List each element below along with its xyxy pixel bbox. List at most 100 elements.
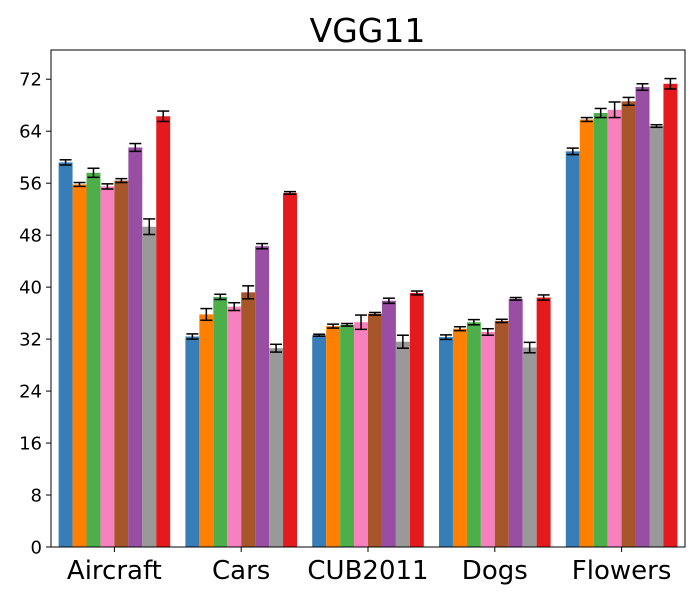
bar-series-2-flowers (579, 119, 594, 548)
bar-series-8-cars (283, 192, 297, 547)
chart-title: VGG11 (310, 11, 426, 50)
bar-series-8-aircraft (156, 116, 171, 548)
y-tick-label: 16 (19, 434, 42, 455)
bar-series-6-flowers (635, 87, 650, 547)
bar-series-4-aircraft (100, 186, 115, 547)
error-bar-series-2-dogs (453, 326, 466, 332)
error-bar-series-8-dogs (537, 294, 550, 301)
error-bars-group (59, 77, 677, 354)
bar-series-4-cars (227, 306, 242, 547)
y-tick-label: 8 (31, 486, 42, 507)
bar-series-5-flowers (621, 101, 636, 547)
bar-series-6-dogs (508, 298, 523, 547)
error-bar-series-8-aircraft (157, 110, 170, 123)
y-axis: 0 8 16 24 32 40 48 56 64 72 (19, 70, 51, 559)
error-bar-series-1-dogs (439, 334, 452, 341)
error-bar-series-6-dogs (509, 296, 522, 301)
error-bar-series-7-aircraft (143, 218, 156, 236)
error-bar-series-4-aircraft (101, 183, 114, 190)
bar-series-3-flowers (593, 113, 608, 547)
error-bar-series-7-dogs (523, 341, 536, 354)
error-bar-series-1-flowers (566, 147, 579, 156)
error-bar-series-3-aircraft (87, 167, 100, 179)
error-bar-series-2-aircraft (73, 181, 86, 188)
bar-series-2-aircraft (72, 184, 87, 547)
error-bar-series-2-cars (200, 307, 213, 322)
bar-series-4-dogs (480, 331, 495, 547)
y-tick-label: 64 (19, 122, 42, 143)
bar-series-6-cub2011 (381, 300, 396, 547)
y-tick-label: 56 (19, 174, 42, 195)
error-bar-series-3-cub2011 (341, 322, 354, 327)
bar-series-8-dogs (536, 297, 551, 547)
error-bar-series-7-flowers (650, 123, 663, 129)
bar-series-4-flowers (607, 109, 622, 548)
error-bar-series-7-cub2011 (396, 334, 409, 349)
error-bar-series-2-cub2011 (327, 323, 340, 329)
error-bar-series-6-cars (256, 242, 269, 250)
bar-series-7-dogs (522, 347, 537, 547)
bar-series-5-aircraft (114, 180, 129, 547)
bar-series-8-cub2011 (409, 292, 424, 547)
bar-series-8-flowers (663, 83, 678, 547)
error-bar-series-4-flowers (608, 101, 621, 119)
bar-series-3-cub2011 (340, 324, 355, 547)
bar-series-6-cars (255, 246, 270, 548)
error-bar-series-1-cub2011 (313, 333, 326, 337)
error-bar-series-4-cub2011 (355, 314, 368, 331)
bar-series-2-dogs (452, 328, 467, 547)
bar-series-5-dogs (494, 320, 509, 547)
error-bar-series-4-cars (228, 301, 241, 312)
bar-series-2-cub2011 (326, 326, 341, 547)
y-tick-label: 48 (19, 226, 42, 247)
x-tick-label-aircraft: Aircraft (67, 556, 162, 586)
bar-series-3-aircraft (86, 172, 101, 547)
error-bar-series-6-cub2011 (382, 297, 395, 305)
bar-series-1-aircraft (58, 162, 73, 547)
bar-series-7-cars (269, 348, 284, 547)
error-bar-series-5-cars (242, 285, 255, 300)
error-bar-series-5-aircraft (115, 177, 128, 184)
error-bar-series-8-cub2011 (410, 290, 423, 296)
error-bar-series-1-cars (186, 333, 199, 340)
bar-series-7-aircraft (142, 226, 157, 547)
error-bar-series-6-aircraft (129, 142, 142, 153)
y-tick-label: 72 (19, 70, 42, 91)
bar-series-7-flowers (649, 126, 664, 547)
error-bar-series-7-cars (270, 343, 283, 353)
x-tick-label-flowers: Flowers (572, 556, 672, 586)
bar-series-3-cars (213, 296, 228, 547)
bar-series-5-cars (241, 292, 256, 547)
bar-series-1-cars (185, 336, 200, 547)
bar-series-3-dogs (466, 322, 481, 547)
bar-series-7-cub2011 (395, 341, 410, 547)
y-tick-label: 32 (19, 330, 42, 351)
error-bar-series-4-dogs (481, 327, 494, 336)
bar-series-6-aircraft (128, 147, 143, 547)
y-tick-label: 40 (19, 278, 42, 299)
error-bar-series-5-flowers (622, 96, 635, 106)
x-tick-label-cars: Cars (212, 556, 270, 586)
error-bar-series-8-cars (284, 190, 297, 195)
y-tick-label: 0 (31, 538, 42, 559)
bar-series-1-cub2011 (312, 335, 327, 547)
error-bar-series-2-flowers (580, 116, 593, 123)
error-bar-series-6-flowers (636, 83, 649, 92)
error-bar-series-8-flowers (664, 77, 677, 90)
bar-series-4-cub2011 (354, 322, 368, 547)
error-bar-series-3-cars (214, 293, 227, 301)
bars-group (58, 83, 678, 548)
error-bar-series-5-dogs (495, 318, 508, 324)
x-tick-label-dogs: Dogs (462, 556, 528, 586)
x-axis: Aircraft Cars CUB2011 Dogs Flowers (67, 547, 671, 586)
error-bar-series-1-aircraft (59, 159, 72, 166)
bar-series-2-cars (199, 314, 214, 547)
error-bar-series-3-dogs (467, 318, 480, 326)
bar-series-5-cub2011 (368, 313, 382, 547)
bar-series-1-dogs (439, 337, 453, 547)
x-tick-label-cub2011: CUB2011 (307, 556, 428, 586)
error-bar-series-5-cub2011 (368, 311, 381, 316)
bar-series-1-flowers (565, 151, 580, 548)
